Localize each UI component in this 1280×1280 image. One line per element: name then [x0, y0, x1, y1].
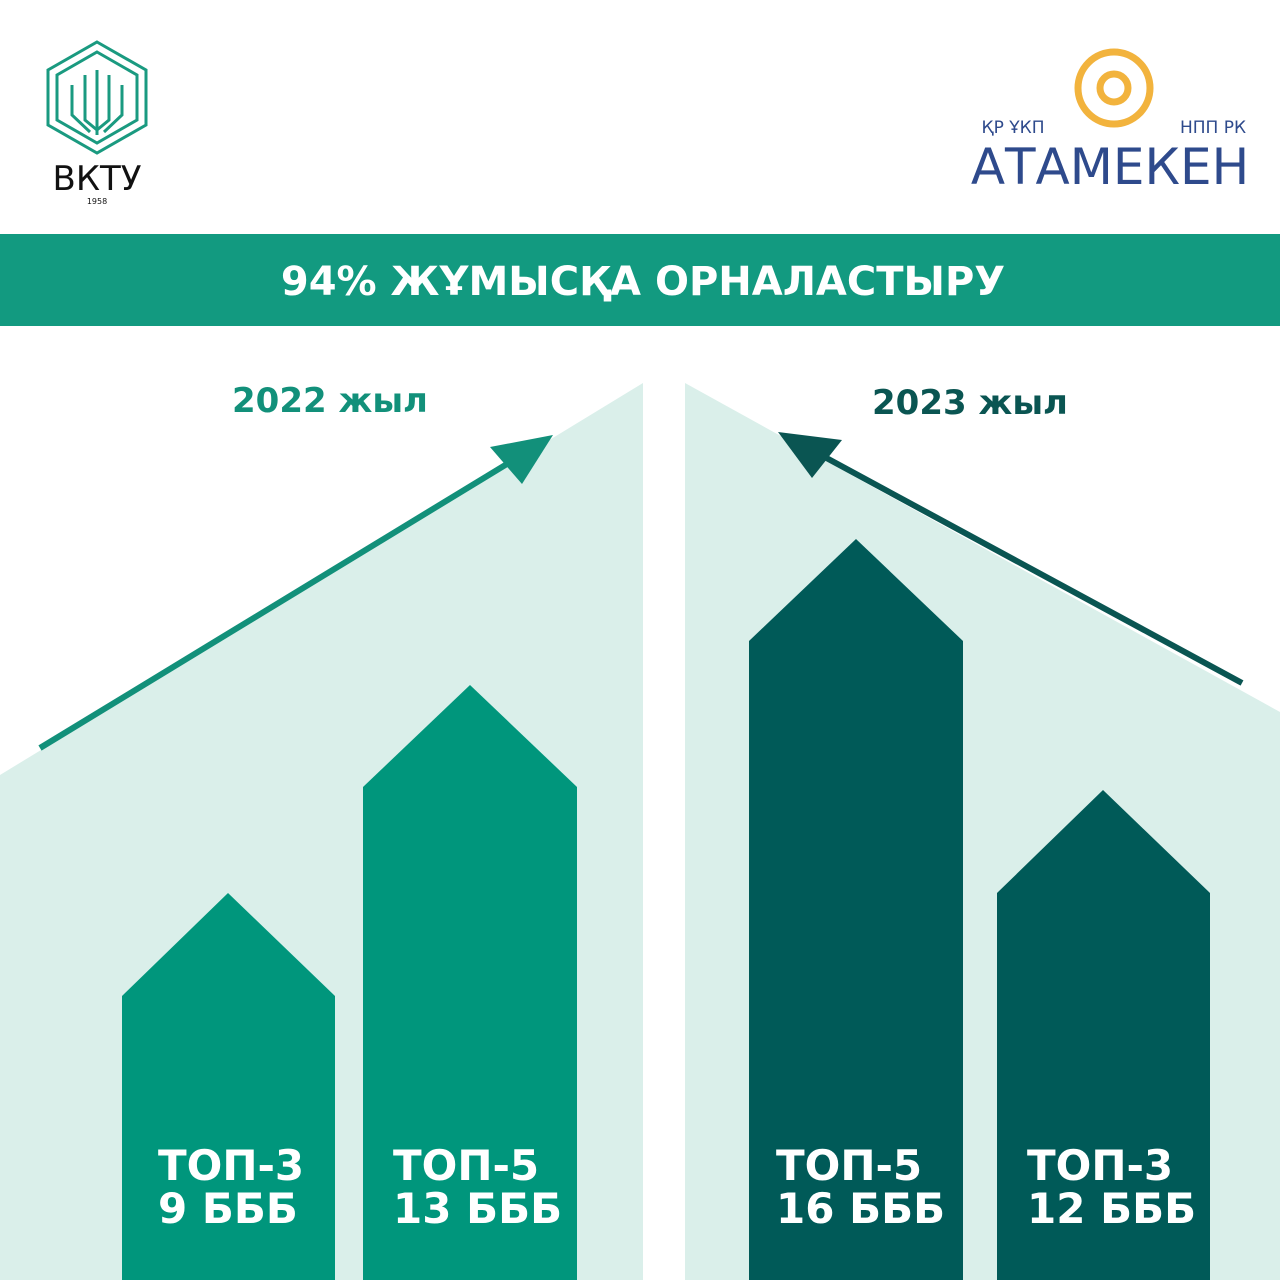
logo-caption: ҚР ҰКП: [982, 118, 1045, 138]
year-label: 2023 жыл: [872, 383, 1068, 423]
bar-value: 13 БББ: [393, 1184, 562, 1233]
bar-value: 12 БББ: [1027, 1184, 1196, 1233]
bar-label: ТОП-5: [393, 1141, 539, 1190]
bar: [363, 685, 577, 1280]
banner-title: 94% ЖҰМЫСҚА ОРНАЛАСТЫРУ: [281, 259, 1005, 305]
trend-arrow: [38, 450, 527, 751]
logo-caption: НПП РК: [1180, 118, 1246, 138]
bar-label: ТОП-5: [776, 1141, 922, 1190]
bar-value: 9 БББ: [158, 1184, 298, 1233]
bar-label: ТОП-3: [158, 1141, 304, 1190]
bar: [997, 790, 1210, 1280]
bar-label: ТОП-3: [1027, 1141, 1173, 1190]
vktu-logo: [46, 40, 148, 155]
bar: [122, 893, 335, 1280]
arrow-head: [778, 432, 842, 478]
logo-year: 1958: [87, 197, 107, 206]
bar: [749, 539, 963, 1280]
year-label: 2022 жыл: [232, 381, 428, 421]
trend-arrow: [806, 445, 1244, 686]
banner: [0, 234, 1280, 326]
logo-name: АТАМЕКЕН: [971, 138, 1249, 196]
atameken-emblem: [1074, 48, 1154, 128]
arrow-head: [490, 435, 553, 484]
bar-value: 16 БББ: [776, 1184, 945, 1233]
logo-name: ВКТУ: [53, 159, 142, 199]
